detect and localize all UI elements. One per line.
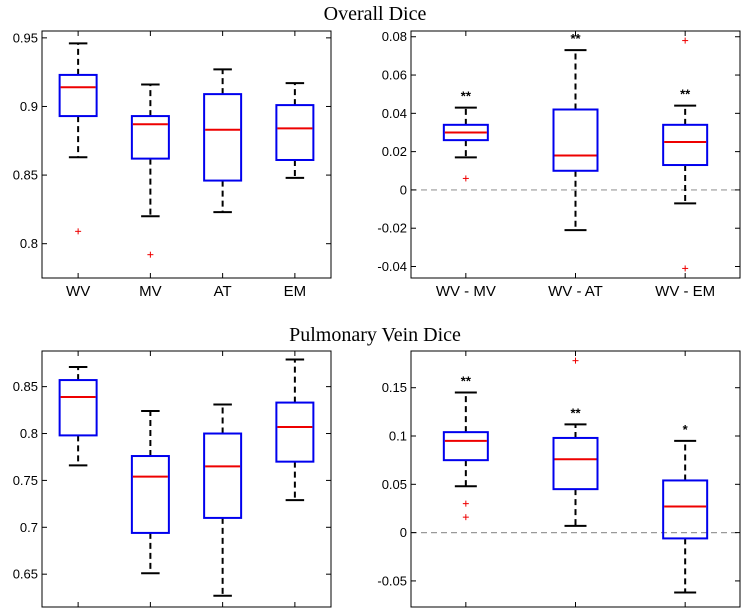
box-em bbox=[275, 358, 315, 502]
y-tick-label: 0.04 bbox=[382, 106, 407, 121]
x-tick-label: WV bbox=[66, 283, 90, 300]
outlier-marker bbox=[462, 514, 469, 521]
y-tick-label: 0.06 bbox=[382, 68, 407, 83]
x-tick-label: EM bbox=[284, 612, 307, 614]
interquartile-box bbox=[552, 108, 599, 172]
panel-overall-dice-methods: 0.8 0.85 0.9 0.95 WV MV AT EM bbox=[13, 30, 332, 300]
title-overall-dice: Overall Dice bbox=[324, 3, 427, 25]
y-tick-label: 0.95 bbox=[13, 30, 38, 45]
y-tick-label: 0.9 bbox=[20, 99, 38, 114]
outlier-marker bbox=[147, 251, 154, 258]
box-em bbox=[275, 82, 315, 179]
interquartile-box bbox=[58, 73, 98, 118]
y-tick-label: 0.15 bbox=[382, 380, 407, 395]
significance-marker: ** bbox=[461, 89, 472, 104]
x-tick-label: MV bbox=[139, 612, 162, 614]
x-tick-label: WV - EM bbox=[655, 612, 715, 614]
outlier-marker bbox=[572, 357, 579, 364]
y-tick-label: -0.05 bbox=[377, 573, 407, 588]
y-tick-label: 0 bbox=[400, 182, 407, 197]
interquartile-box bbox=[442, 123, 489, 142]
interquartile-box bbox=[130, 115, 170, 160]
box-wv-at: ** bbox=[552, 31, 599, 232]
y-tick-label: 0.1 bbox=[389, 429, 407, 444]
y-tick-label: 0.08 bbox=[382, 29, 407, 44]
box-wv-em: * bbox=[662, 422, 709, 594]
outlier-marker bbox=[682, 265, 689, 272]
x-tick-label: EM bbox=[284, 283, 307, 300]
y-tick-label: 0.75 bbox=[13, 473, 38, 488]
outlier-marker bbox=[462, 175, 469, 182]
significance-marker: ** bbox=[461, 374, 472, 389]
y-tick-label: -0.04 bbox=[377, 259, 407, 274]
box-mv bbox=[130, 83, 170, 258]
x-tick-label: WV bbox=[66, 612, 90, 614]
y-tick-label: 0.02 bbox=[382, 144, 407, 159]
interquartile-box bbox=[662, 479, 709, 540]
y-tick-label: 0.85 bbox=[13, 168, 38, 183]
x-tick-label: WV - EM bbox=[655, 283, 715, 300]
interquartile-box bbox=[275, 401, 315, 463]
panel-pulmonary-vein-dice-methods: 0.65 0.7 0.75 0.8 0.85 WV MV AT EM bbox=[13, 350, 332, 614]
y-tick-label: -0.02 bbox=[377, 221, 407, 236]
title-pulmonary-vein-dice: Pulmonary Vein Dice bbox=[289, 324, 461, 346]
x-tick-label: MV bbox=[139, 283, 162, 300]
box-at bbox=[203, 68, 243, 214]
interquartile-box bbox=[203, 93, 243, 182]
box-wv-mv: ** bbox=[442, 374, 489, 521]
axes-border bbox=[410, 30, 741, 279]
interquartile-box bbox=[203, 432, 243, 519]
y-tick-label: 0.7 bbox=[20, 520, 38, 535]
box-mv bbox=[130, 410, 170, 575]
significance-marker: ** bbox=[570, 31, 581, 46]
y-tick-label: 0.05 bbox=[382, 477, 407, 492]
box-wv bbox=[58, 42, 98, 235]
x-tick-label: WV - MV bbox=[436, 612, 496, 614]
x-tick-label: AT bbox=[214, 612, 232, 614]
box-wv-em: ** bbox=[662, 37, 709, 272]
x-tick-label: WV - AT bbox=[548, 612, 603, 614]
x-tick-label: WV - MV bbox=[436, 283, 496, 300]
interquartile-box bbox=[442, 431, 489, 462]
box-wv-at: ** bbox=[552, 357, 599, 527]
interquartile-box bbox=[662, 123, 709, 167]
significance-marker: * bbox=[683, 422, 689, 437]
y-tick-label: 0 bbox=[400, 525, 407, 540]
axes-background bbox=[411, 351, 740, 607]
axes-border bbox=[41, 350, 332, 608]
panel-overall-dice-differences: -0.04 -0.02 0 0.02 0.04 0.06 0.08 WV - MV WV - A… bbox=[377, 29, 741, 300]
x-tick-label: AT bbox=[214, 283, 232, 300]
interquartile-box bbox=[58, 379, 98, 437]
significance-marker: ** bbox=[570, 405, 581, 420]
outlier-marker bbox=[462, 500, 469, 507]
y-tick-label: 0.85 bbox=[13, 379, 38, 394]
y-tick-label: 0.65 bbox=[13, 567, 38, 582]
axes-border bbox=[410, 350, 741, 608]
box-at bbox=[203, 403, 243, 597]
axes-background bbox=[42, 351, 331, 607]
box-wv bbox=[58, 365, 98, 467]
axes-background bbox=[42, 31, 331, 278]
x-tick-label: WV - AT bbox=[548, 283, 603, 300]
y-tick-label: 0.8 bbox=[20, 426, 38, 441]
axes-border bbox=[41, 30, 332, 279]
interquartile-box bbox=[552, 436, 599, 491]
significance-marker: ** bbox=[680, 87, 691, 102]
interquartile-box bbox=[275, 104, 315, 161]
interquartile-box bbox=[130, 455, 170, 534]
outlier-marker bbox=[75, 228, 82, 235]
outlier-marker bbox=[682, 37, 689, 44]
y-tick-label: 0.8 bbox=[20, 236, 38, 251]
box-wv-mv: ** bbox=[442, 89, 489, 182]
